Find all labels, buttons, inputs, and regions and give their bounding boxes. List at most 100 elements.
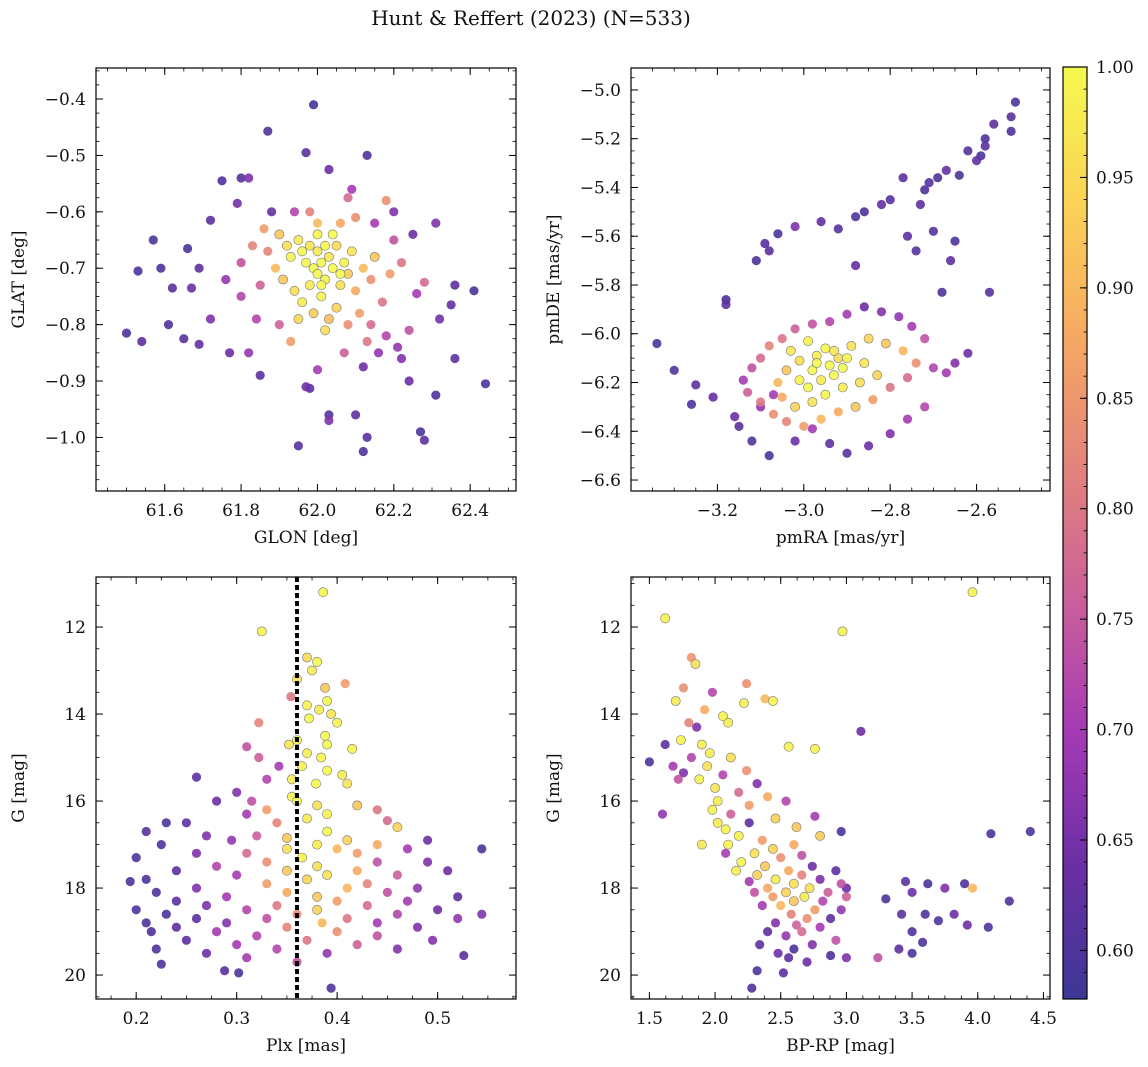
data-point bbox=[477, 909, 487, 919]
data-point bbox=[320, 325, 330, 336]
data-point bbox=[818, 896, 828, 906]
data-point bbox=[747, 436, 757, 446]
data-point bbox=[186, 283, 197, 293]
data-point bbox=[707, 687, 718, 697]
data-point bbox=[343, 193, 353, 203]
data-point bbox=[242, 848, 252, 858]
data-point bbox=[281, 865, 292, 876]
data-point bbox=[304, 240, 315, 251]
x-tick-label: 2.0 bbox=[702, 1009, 729, 1029]
data-point bbox=[859, 302, 869, 312]
data-point bbox=[302, 700, 312, 711]
data-point bbox=[781, 365, 792, 376]
x-tick-label: 3.5 bbox=[899, 1009, 926, 1029]
y-tick-label: 14 bbox=[599, 705, 621, 725]
data-point bbox=[358, 263, 368, 273]
data-point bbox=[962, 920, 972, 930]
data-point bbox=[205, 215, 216, 225]
data-point bbox=[829, 345, 839, 356]
data-point bbox=[320, 240, 330, 251]
x-tick-label: 0.4 bbox=[324, 1009, 351, 1029]
data-point bbox=[392, 944, 402, 954]
data-point bbox=[744, 800, 754, 811]
y-tick-label: −5.2 bbox=[580, 130, 621, 150]
data-point bbox=[262, 805, 272, 815]
data-point bbox=[225, 348, 235, 358]
y-tick-label: −6.0 bbox=[580, 325, 621, 345]
data-point bbox=[738, 375, 748, 385]
data-point bbox=[352, 848, 362, 858]
data-point bbox=[366, 320, 376, 330]
x-tick-label: −2.8 bbox=[870, 501, 911, 521]
y-tick-label: 14 bbox=[64, 705, 86, 725]
data-point bbox=[469, 286, 479, 296]
data-point bbox=[335, 268, 346, 279]
data-point bbox=[254, 718, 264, 728]
colorbar-tick-label: 0.95 bbox=[1096, 168, 1134, 188]
data-point bbox=[781, 887, 791, 898]
x-tick-label: 62.2 bbox=[375, 501, 413, 521]
data-point bbox=[790, 324, 800, 334]
data-point bbox=[963, 348, 973, 358]
data-point bbox=[864, 441, 874, 451]
x-tick-label: 61.6 bbox=[146, 501, 184, 521]
figure-title: Hunt & Reffert (2023) (N=533) bbox=[371, 6, 691, 30]
data-point bbox=[171, 896, 181, 906]
y-axis-label: G [mag] bbox=[9, 753, 29, 822]
data-point bbox=[764, 341, 774, 351]
data-point bbox=[781, 416, 792, 427]
data-point bbox=[686, 399, 697, 409]
data-point bbox=[372, 840, 382, 850]
data-point bbox=[918, 937, 928, 948]
panel-3: 0.2 0.3 0.4 0.5 12 14 16 18 20 Plx [mas] G [mag] bbox=[9, 576, 517, 1056]
plot-frame bbox=[630, 67, 1051, 492]
x-tick-label: 3.0 bbox=[833, 1009, 860, 1029]
data-point bbox=[331, 302, 342, 313]
data-point bbox=[326, 709, 336, 719]
data-point bbox=[252, 931, 262, 941]
data-point bbox=[1010, 97, 1021, 107]
data-point bbox=[382, 816, 392, 826]
data-point bbox=[337, 770, 348, 780]
data-point bbox=[307, 665, 317, 676]
data-point bbox=[282, 922, 292, 932]
data-point bbox=[776, 853, 786, 863]
scatter-points bbox=[125, 587, 487, 993]
data-point bbox=[960, 879, 970, 889]
data-point bbox=[894, 944, 904, 954]
data-point bbox=[255, 280, 265, 290]
data-point bbox=[324, 164, 334, 175]
panel-4: 1.5 2.0 2.5 3.0 3.5 4.0 4.5 12 14 16 18 20 BP-RP [ma… bbox=[544, 576, 1057, 1056]
data-point bbox=[212, 927, 222, 937]
data-point bbox=[937, 287, 947, 297]
y-tick-label: −0.9 bbox=[45, 372, 86, 392]
data-point bbox=[358, 362, 368, 372]
data-point bbox=[392, 822, 403, 833]
data-point bbox=[763, 792, 773, 802]
data-point bbox=[297, 297, 308, 307]
data-point bbox=[855, 377, 865, 388]
data-point bbox=[332, 896, 342, 906]
data-point bbox=[385, 269, 395, 279]
data-point bbox=[742, 766, 752, 776]
data-point bbox=[794, 355, 805, 366]
data-point bbox=[933, 173, 943, 183]
data-point bbox=[768, 390, 779, 400]
data-point bbox=[803, 336, 813, 346]
data-point bbox=[825, 317, 835, 327]
data-point bbox=[776, 900, 786, 911]
data-point bbox=[352, 940, 362, 950]
data-point bbox=[837, 362, 848, 373]
data-point bbox=[343, 320, 353, 330]
data-point bbox=[191, 772, 202, 782]
data-point bbox=[846, 340, 857, 351]
data-point bbox=[652, 338, 662, 349]
data-point bbox=[358, 446, 368, 457]
data-point bbox=[718, 770, 728, 780]
y-axis-label: GLAT [deg] bbox=[9, 230, 29, 328]
data-point bbox=[781, 931, 791, 941]
data-point bbox=[807, 397, 818, 407]
data-point bbox=[151, 887, 161, 898]
data-point bbox=[791, 920, 802, 930]
